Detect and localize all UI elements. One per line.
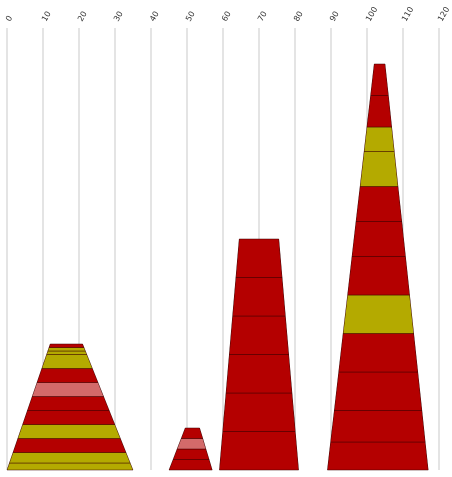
stack-segment (334, 371, 423, 411)
stack-segment (351, 221, 406, 257)
stacks (6, 63, 429, 471)
stack-segment (168, 459, 213, 471)
grid (6, 28, 440, 470)
x-tick-label: 10 (40, 10, 53, 23)
stack-segment (48, 343, 85, 348)
stack (6, 343, 134, 471)
stack-segment (338, 333, 419, 373)
stack-segment (9, 452, 131, 464)
stack (168, 427, 213, 471)
x-tick-label: 20 (76, 10, 89, 23)
stack-segment (363, 126, 395, 152)
stack-segment (176, 438, 207, 450)
stack-segment (370, 63, 389, 96)
stack-segment (27, 396, 110, 411)
stack-segment (219, 431, 299, 471)
stack-segment (41, 354, 93, 369)
x-tick-label: 0 (4, 14, 14, 23)
stack-segment (229, 315, 289, 355)
stack-segment (355, 186, 403, 222)
stack-segment (330, 410, 426, 443)
x-axis-ticks: 0 10 20 30 40 50 60 70 80 90 100 110 120 (4, 5, 451, 23)
stack-segment (17, 424, 121, 439)
stack-segment (12, 438, 127, 453)
x-tick-label: 120 (436, 5, 451, 23)
stack-segment (366, 95, 392, 128)
x-tick-label: 30 (112, 10, 125, 23)
stack-segment (327, 441, 429, 471)
stack-segment (47, 347, 86, 352)
stack-segment (222, 392, 296, 432)
x-tick-label: 50 (184, 10, 197, 23)
x-tick-label: 110 (400, 5, 415, 23)
x-tick-label: 80 (292, 10, 305, 23)
stack-segment (232, 277, 286, 317)
x-tick-label: 40 (148, 10, 161, 23)
stack-segment (180, 427, 204, 439)
stack-segment (22, 410, 116, 425)
stack (327, 63, 429, 471)
stack-segment (342, 294, 414, 334)
stack-segment (6, 462, 134, 471)
stack-segment (36, 368, 99, 383)
x-tick-label: 100 (364, 5, 379, 23)
stack-segment (347, 256, 410, 296)
stack-segment (31, 382, 104, 397)
stack-segment (172, 448, 210, 460)
stack-segment (225, 354, 293, 394)
x-tick-label: 60 (220, 10, 233, 23)
x-tick-label: 70 (256, 10, 269, 23)
stack-segment (359, 151, 399, 187)
stack (219, 238, 299, 471)
x-tick-label: 90 (328, 10, 341, 23)
stack-segment (235, 238, 283, 278)
stack-segment (46, 350, 88, 355)
